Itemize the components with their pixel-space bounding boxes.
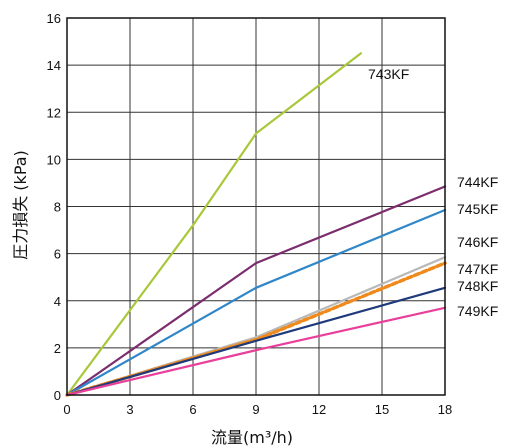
x-tick-label-2: 6 bbox=[189, 402, 196, 417]
y-tick-label-5: 10 bbox=[47, 152, 61, 167]
series-label-744KF: 744KF bbox=[457, 174, 498, 190]
y-tick-labels: 0 2 4 6 8 10 12 14 16 bbox=[47, 11, 61, 403]
series-line-743KF bbox=[65, 52, 363, 397]
y-tick-label-7: 14 bbox=[47, 58, 61, 73]
x-axis-title: 流量(m³/h) bbox=[211, 428, 293, 447]
x-tick-label-3: 9 bbox=[252, 402, 259, 417]
y-tick-label-4: 8 bbox=[54, 200, 61, 215]
grid bbox=[66, 17, 446, 396]
x-tick-label-0: 0 bbox=[63, 402, 70, 417]
x-tick-label-5: 15 bbox=[375, 402, 389, 417]
x-tick-label-4: 12 bbox=[312, 402, 326, 417]
series-label-745KF: 745KF bbox=[457, 201, 498, 217]
plot-border bbox=[66, 17, 446, 396]
plot-frame bbox=[66, 17, 446, 396]
series-label-746KF: 746KF bbox=[457, 234, 498, 250]
series-label-749KF: 749KF bbox=[457, 303, 498, 319]
y-tick-label-3: 6 bbox=[54, 247, 61, 262]
series-line-744KF bbox=[65, 185, 447, 397]
y-tick-label-6: 12 bbox=[47, 105, 61, 120]
series-line-745KF bbox=[65, 208, 447, 397]
y-tick-label-0: 0 bbox=[54, 388, 61, 403]
series-label-748KF: 748KF bbox=[457, 278, 498, 294]
x-tick-label-1: 3 bbox=[126, 402, 133, 417]
y-tick-label-2: 4 bbox=[54, 294, 61, 309]
y-axis-title: 圧力損失 (kPa) bbox=[11, 150, 30, 260]
series-label-747KF: 747KF bbox=[457, 261, 498, 277]
series-line-748KF bbox=[65, 286, 447, 397]
series-lines bbox=[65, 52, 447, 397]
series-label-743KF: 743KF bbox=[368, 66, 409, 82]
series-line-749KF bbox=[65, 306, 447, 397]
y-tick-label-1: 2 bbox=[54, 341, 61, 356]
y-tick-label-8: 16 bbox=[47, 11, 61, 26]
x-tick-label-6: 18 bbox=[438, 402, 452, 417]
x-tick-labels: 0 3 6 9 12 15 18 bbox=[63, 402, 452, 417]
